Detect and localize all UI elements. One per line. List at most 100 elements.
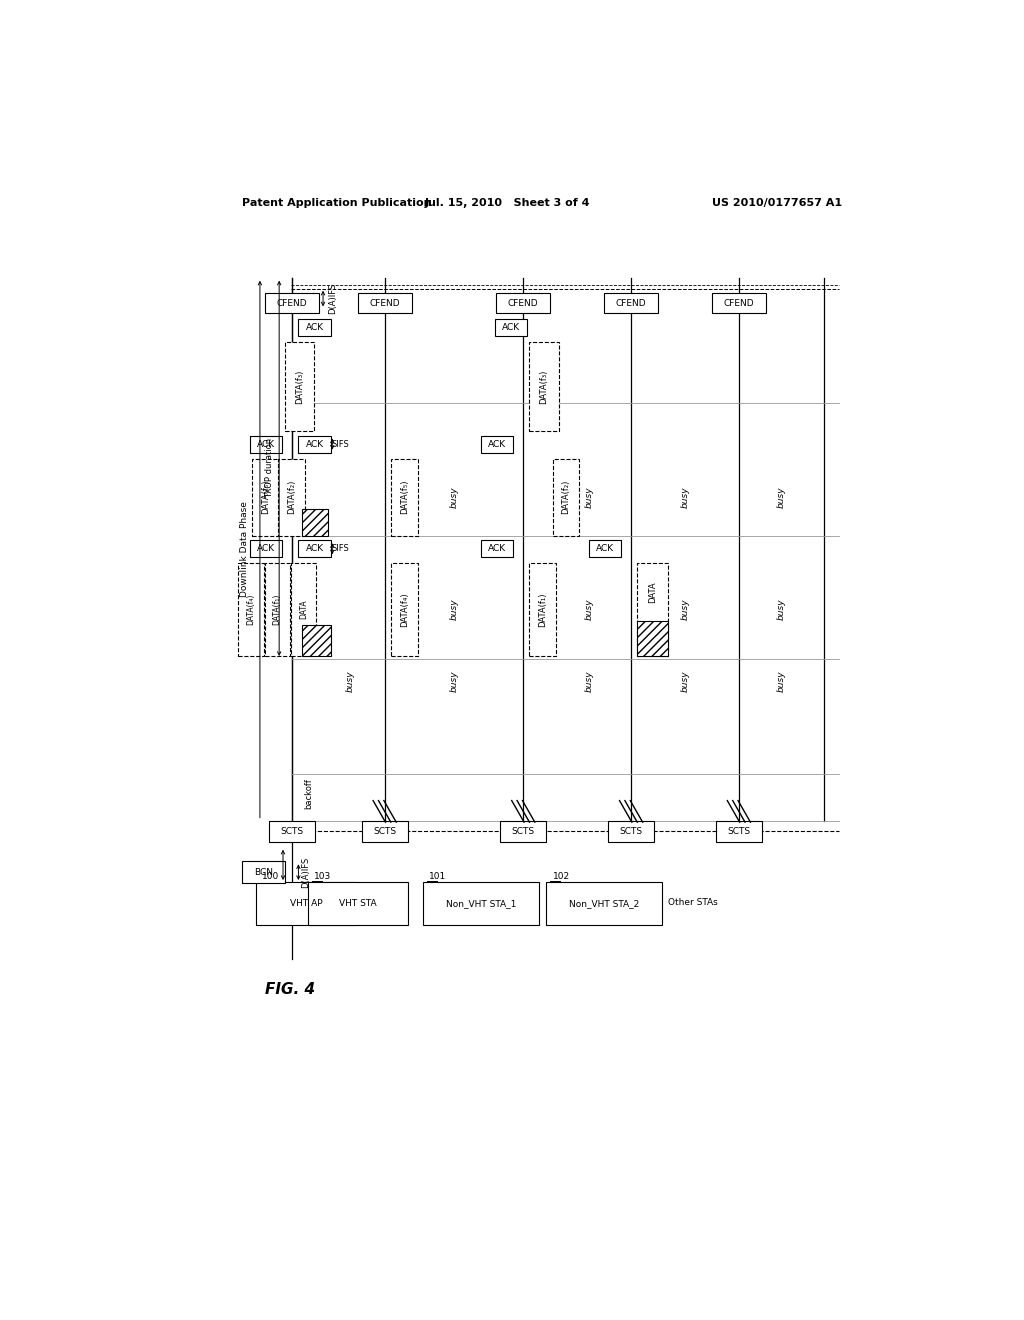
Text: CFEND: CFEND	[615, 298, 646, 308]
Text: VHT AP: VHT AP	[290, 899, 323, 908]
Bar	[298, 540, 331, 557]
Text: SCTS: SCTS	[281, 826, 304, 836]
Bar	[589, 540, 621, 557]
Text: ACK: ACK	[257, 544, 275, 553]
Text: ACK: ACK	[488, 440, 506, 449]
Bar	[495, 319, 527, 337]
Bar	[481, 436, 513, 453]
Bar	[637, 564, 668, 656]
Bar	[712, 293, 766, 313]
Text: busy: busy	[450, 486, 459, 508]
Text: DATA(f₅): DATA(f₅)	[261, 480, 270, 515]
Text: DATA(f₄): DATA(f₄)	[247, 594, 256, 626]
Text: CFEND: CFEND	[370, 298, 400, 308]
Text: busy: busy	[450, 671, 459, 692]
Text: busy: busy	[681, 486, 689, 508]
Text: busy: busy	[450, 599, 459, 620]
Text: backoff: backoff	[305, 779, 313, 809]
Text: TXOP duration: TXOP duration	[264, 438, 273, 499]
Bar	[243, 862, 285, 883]
Text: ACK: ACK	[305, 323, 324, 333]
Text: SIFS: SIFS	[331, 544, 349, 553]
Text: SCTS: SCTS	[727, 826, 751, 836]
Bar	[500, 821, 547, 842]
Text: SCTS: SCTS	[373, 826, 396, 836]
Text: DATA(f₄): DATA(f₄)	[399, 593, 409, 627]
Text: DATA: DATA	[299, 599, 308, 619]
Text: SCTS: SCTS	[512, 826, 535, 836]
Bar	[547, 882, 662, 924]
Text: SIFS: SIFS	[331, 440, 349, 449]
Bar	[252, 459, 280, 536]
Bar	[264, 564, 290, 656]
Bar	[357, 293, 412, 313]
Bar	[497, 293, 550, 313]
Text: DATA(f₁): DATA(f₁)	[272, 594, 282, 626]
Text: CFEND: CFEND	[508, 298, 539, 308]
Text: D(A)IFS: D(A)IFS	[328, 282, 337, 314]
Text: Jul. 15, 2010   Sheet 3 of 4: Jul. 15, 2010 Sheet 3 of 4	[425, 198, 591, 209]
Text: busy: busy	[585, 486, 593, 508]
Text: ACK: ACK	[257, 440, 275, 449]
Bar	[256, 882, 356, 924]
Bar	[250, 436, 283, 453]
Text: busy: busy	[777, 486, 785, 508]
Bar	[265, 293, 319, 313]
Bar	[279, 459, 305, 536]
Text: busy: busy	[681, 599, 689, 620]
Text: D(A)IFS: D(A)IFS	[302, 857, 310, 888]
Bar	[391, 459, 418, 536]
Bar	[298, 436, 331, 453]
Text: FIG. 4: FIG. 4	[265, 982, 315, 998]
Text: VHT STA: VHT STA	[339, 899, 377, 908]
Text: ACK: ACK	[596, 544, 614, 553]
Bar	[481, 540, 513, 557]
Bar	[716, 821, 762, 842]
Bar	[298, 319, 331, 337]
Bar	[250, 540, 283, 557]
Bar	[529, 564, 556, 656]
Bar	[269, 821, 315, 842]
Text: busy: busy	[777, 599, 785, 620]
Text: Patent Application Publication: Patent Application Publication	[243, 198, 432, 209]
Bar	[604, 293, 658, 313]
Text: ACK: ACK	[305, 440, 324, 449]
Text: Non_VHT STA_1: Non_VHT STA_1	[445, 899, 516, 908]
Bar	[361, 821, 408, 842]
Text: Non_VHT STA_2: Non_VHT STA_2	[569, 899, 639, 908]
Text: US 2010/0177657 A1: US 2010/0177657 A1	[713, 198, 843, 209]
Text: SCTS: SCTS	[620, 826, 643, 836]
Text: DATA(f₁): DATA(f₁)	[539, 593, 548, 627]
Bar	[285, 342, 313, 430]
Text: 103: 103	[313, 871, 331, 880]
Text: 102: 102	[553, 871, 569, 880]
Bar	[291, 564, 316, 656]
Bar	[391, 564, 418, 656]
Text: DATA: DATA	[648, 582, 657, 603]
Text: 101: 101	[429, 871, 446, 880]
Text: busy: busy	[585, 599, 593, 620]
Bar	[301, 626, 331, 656]
Text: busy: busy	[585, 671, 593, 692]
Text: DATA(f₂): DATA(f₂)	[561, 480, 570, 515]
Text: ACK: ACK	[488, 544, 506, 553]
Bar	[239, 564, 264, 656]
Text: DATA(f₃): DATA(f₃)	[295, 370, 304, 404]
Bar	[301, 508, 329, 536]
Text: DATA(f₂): DATA(f₂)	[288, 480, 296, 515]
Text: busy: busy	[777, 671, 785, 692]
Bar	[423, 882, 539, 924]
Text: ACK: ACK	[502, 323, 520, 333]
Text: 100: 100	[262, 871, 280, 880]
Text: CFEND: CFEND	[276, 298, 307, 308]
Text: DATA(f₃): DATA(f₃)	[540, 370, 549, 404]
Bar	[608, 821, 654, 842]
Bar	[307, 882, 408, 924]
Text: Other STAs: Other STAs	[668, 899, 718, 907]
Bar	[529, 342, 559, 430]
Text: BCN: BCN	[254, 867, 272, 876]
Text: ACK: ACK	[305, 544, 324, 553]
Text: busy: busy	[681, 671, 689, 692]
Text: Downlink Data Phase: Downlink Data Phase	[240, 502, 249, 597]
Text: DATA(f₅): DATA(f₅)	[399, 480, 409, 515]
